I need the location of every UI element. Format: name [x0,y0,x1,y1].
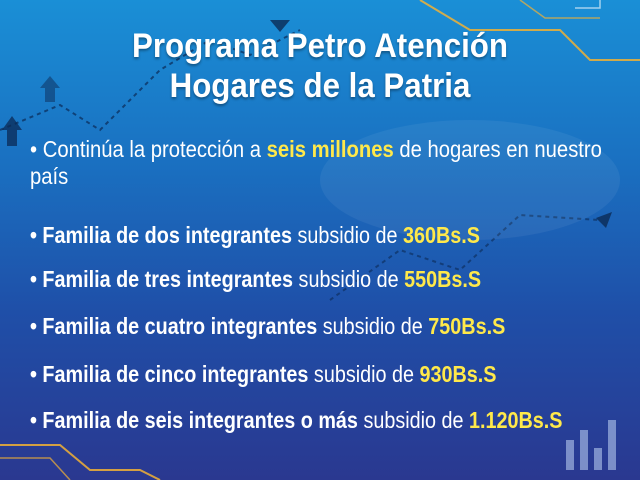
intro-before: • Continúa la protección a [30,136,267,162]
title-line-2: Hogares de la Patria [169,67,471,105]
bullet: • [30,407,43,433]
family-label: Familia de cuatro integrantes [42,313,318,339]
subsidy-item-3-members: • Familia de tres integrantes subsidio d… [30,264,481,294]
intro-after: de hogares en nuestro país [30,136,602,189]
bullet: • [30,361,43,387]
family-label: Familia de dos integrantes [42,222,292,248]
chart-line-decoration [0,29,301,132]
triangle-marker-icon [270,20,290,32]
arrow-stem-decoration [7,130,17,146]
subsidy-item-2-members: • Familia de dos integrantes subsidio de… [30,220,480,250]
family-label: Familia de tres integrantes [42,266,294,292]
map-silhouette-decoration [320,120,620,240]
circuit-line-decoration-2 [519,0,600,19]
subsidy-label: subsidio de [357,407,470,433]
subsidy-amount: 550Bs.S [404,266,482,292]
subsidy-label: subsidio de [317,313,429,339]
subsidy-label: subsidio de [293,266,405,292]
bullet: • [30,313,43,339]
family-label: Familia de seis integrantes o más [42,407,358,433]
triangle-marker-icon-2 [596,212,612,228]
subsidy-amount: 1.120Bs.S [469,407,563,433]
circuit-line-decoration [419,0,640,61]
bullet: • [30,266,43,292]
subsidy-item-5-members: • Familia de cinco integrantes subsidio … [30,359,496,389]
intro-text: • Continúa la protección a seis millones… [30,136,628,190]
page-title: Programa Petro Atención Hogares de la Pa… [26,26,615,106]
chart-line-decoration-2 [329,213,601,301]
intro-highlight: seis millones [266,136,394,162]
subsidy-amount: 930Bs.S [419,361,497,387]
subsidy-amount: 360Bs.S [403,222,480,248]
title-line-1: Programa Petro Atención [131,27,509,65]
subsidy-label: subsidio de [308,361,420,387]
subsidy-item-4-members: • Familia de cuatro integrantes subsidio… [30,311,505,341]
circuit-line-decoration-4 [0,444,161,480]
circuit-line-decoration-3 [575,0,601,9]
family-label: Familia de cinco integrantes [42,361,309,387]
subsidy-amount: 750Bs.S [428,313,506,339]
arrow-stem-decoration-2 [45,88,55,102]
arrow-up-icon [2,116,22,130]
bar-chart-icon [566,420,616,470]
circuit-line-decoration-5 [0,457,71,480]
arrow-up-icon-2 [40,76,60,88]
subsidy-item-6-plus-members: • Familia de seis integrantes o más subs… [30,405,562,435]
subsidy-label: subsidio de [291,222,404,248]
bullet: • [30,222,43,248]
